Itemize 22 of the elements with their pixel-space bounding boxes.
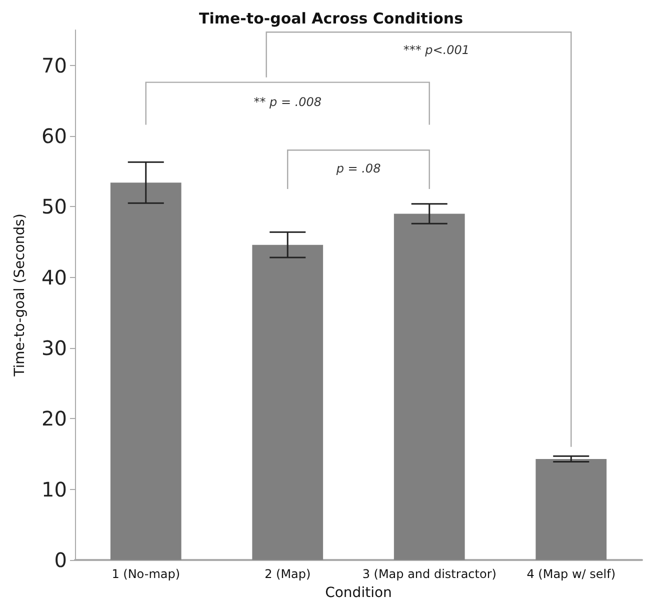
bar — [536, 458, 607, 560]
y-tick-label: 0 — [54, 548, 67, 572]
bar — [252, 244, 324, 560]
y-tick-label: 30 — [42, 336, 67, 360]
y-tick-label: 40 — [42, 265, 67, 290]
y-axis-title: Time-to-goal (Seconds) — [12, 214, 28, 378]
bar — [394, 214, 465, 560]
bar — [110, 182, 182, 560]
annotation: *** p<.001 — [403, 42, 470, 57]
x-axis-title: Condition — [325, 585, 392, 601]
x-tick-label: 4 (Map w/ self) — [526, 567, 616, 581]
annotation: p = .08 — [335, 162, 382, 176]
chart-title: Time-to-goal Across Conditions — [198, 10, 464, 28]
x-tick-label: 3 (Map and distractor) — [362, 567, 496, 581]
y-tick-label: 60 — [42, 124, 67, 148]
y-tick-label: 10 — [42, 477, 67, 502]
x-tick-label: 2 (Map) — [264, 567, 311, 581]
y-tick-label: 50 — [42, 194, 67, 219]
y-tick-label: 70 — [42, 53, 67, 78]
x-tick-label: 1 (No-map) — [112, 567, 180, 581]
y-tick-label: 20 — [42, 406, 67, 431]
annotation: ** p = .008 — [254, 95, 322, 110]
